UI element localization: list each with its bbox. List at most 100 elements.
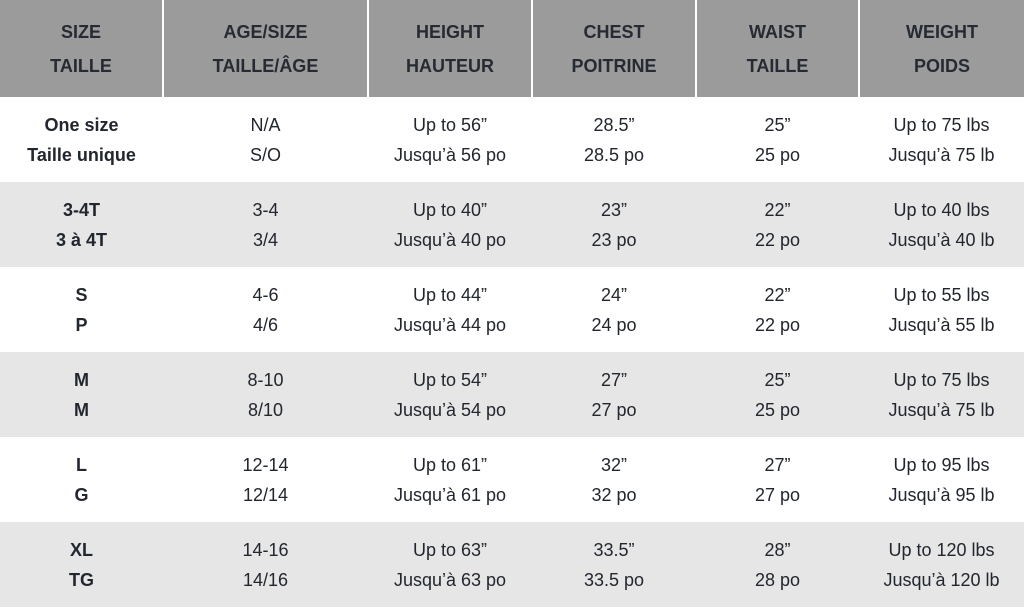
cell-value-fr: 22 po xyxy=(754,229,801,250)
cell-waist: 22” 22 po xyxy=(696,182,859,267)
cell-value-fr: Jusqu’à 75 lb xyxy=(888,144,995,165)
cell-value-fr: M xyxy=(74,399,89,420)
cell-value-fr: 24 po xyxy=(591,314,637,335)
cell-value-en: M xyxy=(74,369,89,390)
cell-value-en: Up to 40” xyxy=(412,199,488,220)
cell-age-size: N/A S/O xyxy=(163,97,368,182)
cell-value-fr: Jusqu’à 56 po xyxy=(393,144,507,165)
cell-value-en: Up to 95 lbs xyxy=(893,454,990,475)
cell-value-fr: 8/10 xyxy=(247,399,284,420)
header-size: SIZE TAILLE xyxy=(0,0,163,97)
cell-value-fr: Jusqu’à 40 po xyxy=(393,229,507,250)
cell-chest: 33.5” 33.5 po xyxy=(532,522,696,607)
cell-size: XL TG xyxy=(0,522,163,607)
header-label-en: AGE/SIZE xyxy=(223,21,308,42)
cell-value-en: 3-4 xyxy=(252,199,279,220)
cell-weight: Up to 40 lbs Jusqu’à 40 lb xyxy=(859,182,1024,267)
cell-value-fr: 28 po xyxy=(754,569,801,590)
cell-value-en: 22” xyxy=(764,284,791,305)
cell-value-en: 14-16 xyxy=(242,539,289,560)
cell-value-en: 27” xyxy=(600,369,627,390)
cell-value-fr: Jusqu’à 61 po xyxy=(393,484,507,505)
cell-value-en: 3-4T xyxy=(62,199,100,220)
cell-value-fr: Jusqu’à 44 po xyxy=(393,314,507,335)
cell-value-en: S xyxy=(75,284,88,305)
cell-value-en: Up to 56” xyxy=(412,114,488,135)
cell-value-fr: S/O xyxy=(249,144,281,165)
cell-value-fr: TG xyxy=(69,569,94,590)
cell-value-fr: 3/4 xyxy=(252,229,279,250)
cell-value-fr: P xyxy=(75,314,88,335)
cell-value-en: Up to 44” xyxy=(412,284,488,305)
cell-age-size: 3-4 3/4 xyxy=(163,182,368,267)
cell-age-size: 14-16 14/16 xyxy=(163,522,368,607)
cell-value-en: Up to 55 lbs xyxy=(893,284,990,305)
cell-value-en: 25” xyxy=(764,114,791,135)
header-age-size: AGE/SIZE TAILLE/ÂGE xyxy=(162,0,368,97)
header-label-fr: TAILLE/ÂGE xyxy=(212,55,319,76)
cell-weight: Up to 75 lbs Jusqu’à 75 lb xyxy=(859,352,1024,437)
cell-value-fr: 27 po xyxy=(591,399,637,420)
cell-value-fr: Jusqu’à 75 lb xyxy=(888,399,995,420)
cell-value-en: Up to 61” xyxy=(412,454,488,475)
cell-weight: Up to 95 lbs Jusqu’à 95 lb xyxy=(859,437,1024,522)
cell-value-en: 4-6 xyxy=(252,284,279,305)
cell-value-fr: 25 po xyxy=(754,144,801,165)
cell-value-en: N/A xyxy=(250,114,281,135)
cell-value-fr: Jusqu’à 95 lb xyxy=(888,484,995,505)
cell-value-fr: 25 po xyxy=(754,399,801,420)
cell-value-en: 32” xyxy=(600,454,627,475)
cell-value-fr: 4/6 xyxy=(252,314,279,335)
header-label-en: SIZE xyxy=(60,21,101,42)
header-label-fr: POITRINE xyxy=(571,55,657,76)
cell-value-fr: 23 po xyxy=(591,229,637,250)
cell-height: Up to 40” Jusqu’à 40 po xyxy=(368,182,532,267)
header-label-en: CHEST xyxy=(583,21,645,42)
cell-waist: 25” 25 po xyxy=(696,352,859,437)
cell-value-en: L xyxy=(76,454,87,475)
header-height: HEIGHT HAUTEUR xyxy=(367,0,532,97)
header-weight: WEIGHT POIDS xyxy=(858,0,1024,97)
header-label-en: HEIGHT xyxy=(415,21,484,42)
cell-value-en: 24” xyxy=(600,284,627,305)
cell-chest: 28.5” 28.5 po xyxy=(532,97,696,182)
cell-value-fr: G xyxy=(74,484,89,505)
table-row: S P 4-6 4/6 Up to 44” Jusqu’à 44 po 24” 24 po 22… xyxy=(0,267,1024,352)
cell-value-en: Up to 54” xyxy=(412,369,488,390)
cell-chest: 27” 27 po xyxy=(532,352,696,437)
cell-waist: 28” 28 po xyxy=(696,522,859,607)
cell-waist: 22” 22 po xyxy=(696,267,859,352)
cell-weight: Up to 55 lbs Jusqu’à 55 lb xyxy=(859,267,1024,352)
cell-value-en: XL xyxy=(69,539,93,560)
cell-weight: Up to 75 lbs Jusqu’à 75 lb xyxy=(859,97,1024,182)
header-label-fr: TAILLE xyxy=(50,55,112,76)
cell-value-en: 23” xyxy=(600,199,627,220)
cell-value-en: 28” xyxy=(764,539,791,560)
cell-weight: Up to 120 lbs Jusqu’à 120 lb xyxy=(859,522,1024,607)
header-label-fr: HAUTEUR xyxy=(406,55,494,76)
cell-value-en: 28.5” xyxy=(593,114,635,135)
cell-size: One size Taille unique xyxy=(0,97,163,182)
cell-height: Up to 63” Jusqu’à 63 po xyxy=(368,522,532,607)
cell-value-en: 8-10 xyxy=(247,369,284,390)
header-label-fr: POIDS xyxy=(913,55,970,76)
cell-value-en: Up to 75 lbs xyxy=(893,369,990,390)
cell-value-fr: Jusqu’à 63 po xyxy=(393,569,507,590)
cell-value-fr: 33.5 po xyxy=(583,569,645,590)
cell-value-en: 33.5” xyxy=(593,539,635,560)
cell-value-fr: Jusqu’à 54 po xyxy=(393,399,507,420)
cell-age-size: 8-10 8/10 xyxy=(163,352,368,437)
cell-height: Up to 54” Jusqu’à 54 po xyxy=(368,352,532,437)
cell-value-fr: 27 po xyxy=(754,484,801,505)
cell-value-fr: Jusqu’à 120 lb xyxy=(883,569,1000,590)
cell-chest: 23” 23 po xyxy=(532,182,696,267)
table-row: M M 8-10 8/10 Up to 54” Jusqu’à 54 po 27” 27 po… xyxy=(0,352,1024,437)
table-row: XL TG 14-16 14/16 Up to 63” Jusqu’à 63 po 33.5… xyxy=(0,522,1024,607)
cell-age-size: 4-6 4/6 xyxy=(163,267,368,352)
cell-value-en: Up to 75 lbs xyxy=(893,114,990,135)
cell-value-fr: 28.5 po xyxy=(583,144,645,165)
cell-value-en: Up to 120 lbs xyxy=(888,539,995,560)
